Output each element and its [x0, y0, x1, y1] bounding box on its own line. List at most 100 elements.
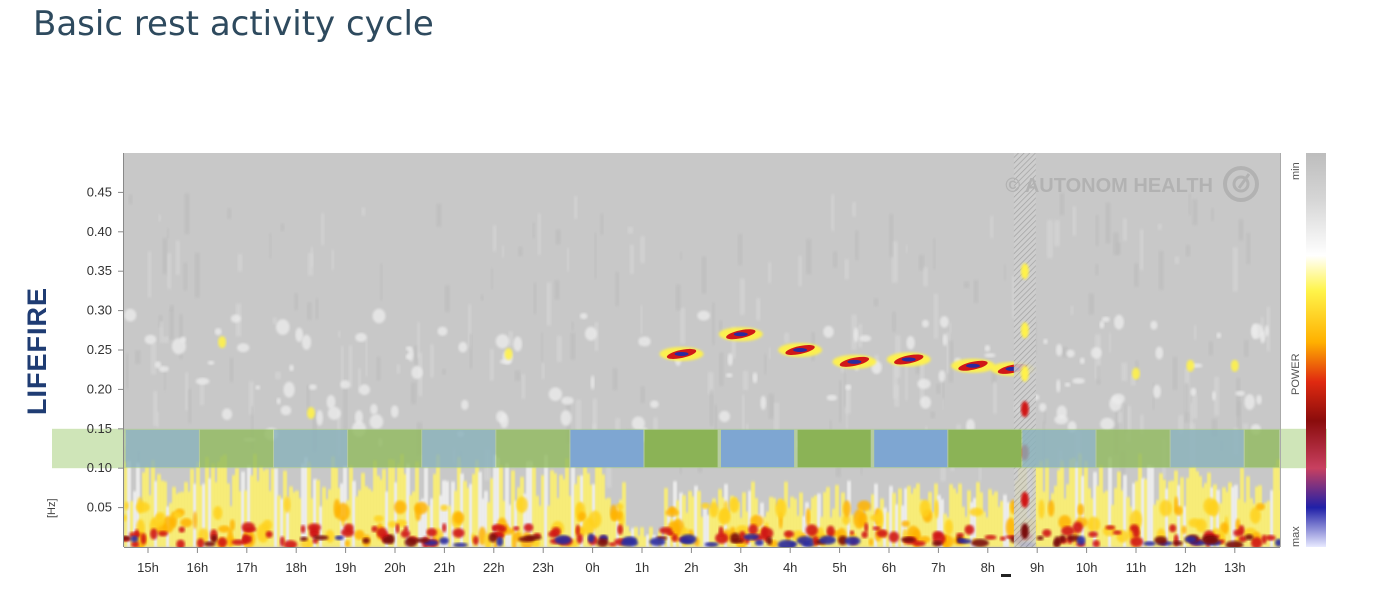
lf-column [1156, 500, 1160, 547]
y-tick-label: 0.20 [87, 381, 112, 396]
lf-column [364, 486, 368, 547]
lf-column [301, 463, 305, 547]
x-tick-label: 0h [585, 560, 599, 575]
lf-blob [136, 497, 144, 514]
lf-hot-blob [343, 523, 354, 533]
texture-streak [846, 389, 849, 429]
lf-column [706, 515, 710, 547]
lf-column [493, 454, 497, 547]
lf-hot-blob [783, 530, 795, 538]
lf-hot-blob [452, 528, 465, 538]
texture-streak [1115, 404, 1119, 429]
texture-streak [566, 248, 570, 272]
texture-streak [892, 357, 898, 399]
lf-column [178, 492, 182, 547]
lf-hot-blob [1061, 526, 1075, 536]
lf-column [412, 491, 416, 547]
lf-blob [1203, 497, 1218, 515]
texture-streak [844, 259, 849, 280]
lf-hot-blob [300, 524, 306, 534]
texture-streak [1243, 340, 1249, 357]
texture-speck [354, 410, 363, 425]
lf-column [217, 461, 221, 547]
lf-column [223, 454, 227, 547]
lf-blob [610, 504, 618, 521]
lf-column [130, 501, 134, 547]
texture-streak [307, 302, 312, 320]
lf-column [643, 536, 647, 547]
lf-column [442, 480, 446, 547]
texture-streak [1246, 232, 1251, 265]
lf-max-blob [1036, 535, 1044, 541]
cycle-block-green [1244, 429, 1279, 468]
lf-blob [842, 500, 851, 518]
texture-speck [1216, 332, 1222, 339]
x-tick-label: 11h [1126, 560, 1147, 575]
texture-streak [889, 214, 894, 258]
texture-streak [993, 382, 997, 414]
lf-column [1231, 486, 1235, 547]
lf-max-blob [649, 537, 666, 546]
texture-speck [1264, 325, 1270, 337]
texture-streak [640, 386, 645, 404]
lf-column [289, 486, 293, 547]
lf-blob [180, 518, 193, 528]
texture-speck [370, 403, 378, 415]
lf-blob [1159, 499, 1173, 517]
texture-streak [153, 391, 158, 427]
texture-streak [1210, 208, 1214, 221]
lf-column [700, 516, 704, 547]
lf-column [511, 470, 515, 547]
lf-column [370, 491, 374, 547]
lf-column [601, 474, 605, 547]
y-tick-label: 0.35 [87, 263, 112, 278]
texture-streak [442, 368, 446, 375]
texture-streak [798, 255, 802, 287]
lf-column [892, 492, 896, 547]
texture-streak [166, 228, 170, 239]
lf-column [475, 459, 479, 547]
texture-speck [1064, 382, 1071, 387]
lf-column [535, 495, 539, 547]
lf-column [1096, 485, 1100, 547]
texture-streak [1059, 193, 1065, 216]
lf-column [157, 474, 161, 547]
texture-streak [410, 382, 417, 405]
texture-streak [380, 263, 383, 301]
lf-max-blob [754, 539, 764, 546]
lf-column [373, 460, 377, 547]
texture-speck [1056, 343, 1063, 357]
lf-blob [393, 500, 407, 514]
watermark-text: © AUTONOM HEALTH [1005, 175, 1213, 197]
lf-max-blob [382, 536, 393, 545]
lf-column [1186, 477, 1190, 547]
lf-column [196, 461, 200, 547]
lf-max-blob [1275, 538, 1280, 547]
lf-column [1150, 466, 1154, 547]
texture-streak [844, 363, 847, 407]
lf-column [637, 535, 641, 547]
lf-column [472, 474, 476, 547]
texture-streak [430, 344, 434, 378]
lf-column [811, 497, 815, 547]
lf-hot-blob [395, 523, 400, 534]
lf-column [1048, 506, 1052, 547]
texture-streak [169, 304, 174, 311]
texture-speck [513, 336, 523, 352]
lf-hot-blob [864, 522, 869, 533]
x-tick-label: 6h [882, 560, 896, 575]
lf-blob [218, 525, 231, 533]
lf-blob [149, 518, 159, 533]
texture-streak [891, 241, 898, 283]
texture-streak [315, 298, 319, 320]
texture-streak [1003, 264, 1006, 281]
lf-column [646, 534, 650, 547]
lf-hot-blob [576, 533, 583, 544]
texture-streak [1124, 404, 1128, 433]
lf-blob [1047, 500, 1055, 517]
lf-blob [325, 529, 335, 543]
texture-streak [718, 320, 723, 333]
texture-speck [340, 380, 351, 389]
lf-column [244, 490, 248, 547]
texture-speck [289, 364, 294, 372]
